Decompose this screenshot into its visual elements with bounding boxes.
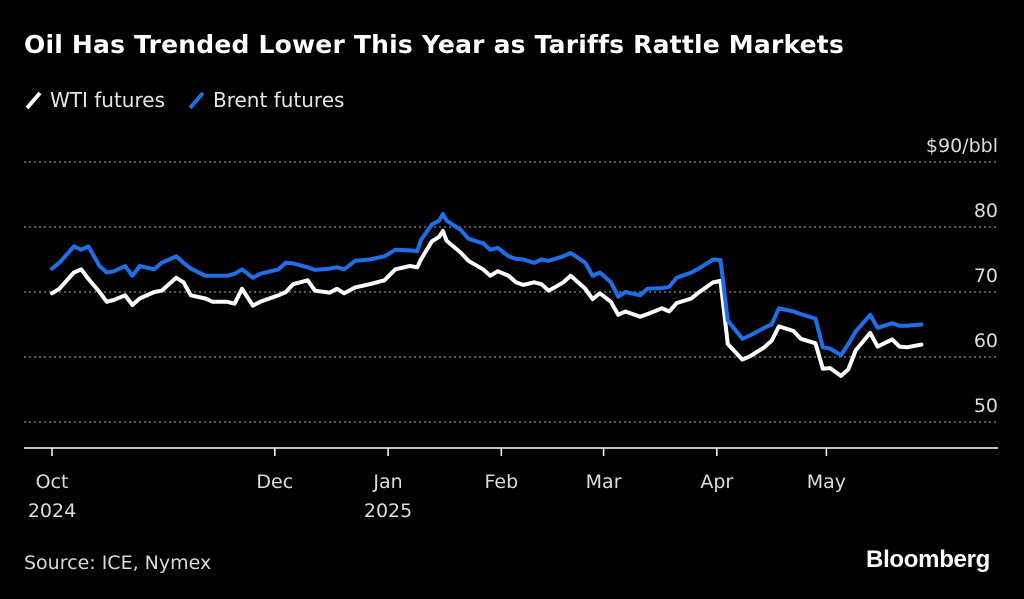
y-tick-label: 80 bbox=[974, 200, 998, 222]
series-line-brent bbox=[50, 212, 924, 358]
x-tick-year-label: 2025 bbox=[364, 500, 412, 522]
x-axis-ticks: Oct 2024 Dec Jan 2025 Feb Mar Apr May bbox=[28, 448, 846, 522]
legend-label-wti: WTI futures bbox=[50, 88, 165, 112]
legend-swatch-brent bbox=[188, 91, 205, 110]
grid-layer bbox=[24, 161, 998, 449]
series-line-wti bbox=[50, 228, 924, 378]
bloomberg-logo: Bloomberg bbox=[866, 546, 990, 573]
x-tick-year-label: 2024 bbox=[28, 500, 76, 522]
y-tick-label: 50 bbox=[974, 395, 998, 417]
series-layer bbox=[50, 212, 924, 378]
chart-title: Oil Has Trended Lower This Year as Tarif… bbox=[24, 30, 845, 59]
legend-item-brent: Brent futures bbox=[187, 88, 344, 112]
source-note: Source: ICE, Nymex bbox=[24, 552, 212, 574]
x-tick-label: Mar bbox=[586, 471, 622, 493]
legend-swatch-wti bbox=[25, 91, 42, 110]
y-tick-label: 70 bbox=[974, 265, 998, 287]
legend-label-brent: Brent futures bbox=[213, 88, 345, 112]
x-tick-label: May bbox=[807, 471, 846, 493]
chart-legend: WTI futures Brent futures bbox=[24, 88, 344, 112]
x-tick-label: Apr bbox=[700, 471, 733, 493]
legend-item-wti: WTI futures bbox=[24, 88, 165, 112]
x-tick-label: Dec bbox=[256, 471, 293, 493]
y-tick-label: $90/bbl bbox=[926, 135, 998, 157]
x-tick-label: Feb bbox=[484, 471, 518, 493]
y-tick-label: 60 bbox=[974, 330, 998, 352]
x-tick-label: Oct bbox=[36, 471, 69, 493]
y-axis-ticks: 50 60 70 80 $90/bbl bbox=[926, 135, 998, 417]
x-tick-label: Jan bbox=[372, 471, 402, 493]
